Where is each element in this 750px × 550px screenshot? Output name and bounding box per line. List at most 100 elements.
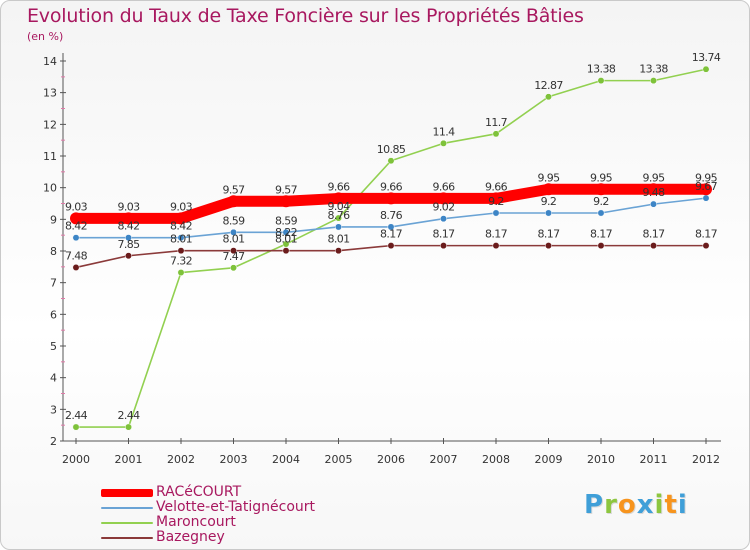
data-point-maroncourt bbox=[597, 77, 605, 85]
data-point-maroncourt bbox=[545, 93, 552, 101]
data-label-bazegney: 8.17 bbox=[590, 228, 613, 241]
data-label-bazegney: 8.17 bbox=[432, 228, 455, 241]
chart-title: Evolution du Taux de Taxe Foncière sur l… bbox=[27, 5, 584, 27]
data-point-bazegney bbox=[72, 264, 80, 271]
data-label-maroncourt: 12.87 bbox=[534, 79, 563, 92]
data-label-bazegney: 8.01 bbox=[327, 233, 349, 246]
y-tick-label: 9 bbox=[50, 213, 57, 226]
logo-letter: o bbox=[617, 490, 637, 520]
axes: 2 3 4 5 6 7 8 9 10 11 12 13 14 2000 2001 2002 2003 2004 20… bbox=[43, 53, 721, 466]
data-point-velotte-et-tatign-court bbox=[230, 228, 237, 236]
logo-letter: x bbox=[636, 490, 655, 520]
logo-letter: r bbox=[604, 490, 618, 520]
x-tick-label: 2009 bbox=[535, 453, 563, 466]
logo-letter: i bbox=[654, 490, 665, 520]
data-label-maroncourt: 13.38 bbox=[587, 63, 616, 76]
data-point-bazegney bbox=[492, 242, 500, 250]
data-label-rac-court: 9.95 bbox=[695, 171, 718, 184]
x-tick-label: 2002 bbox=[167, 453, 195, 466]
data-point-rac-court bbox=[385, 192, 397, 205]
data-label-bazegney: 8.17 bbox=[695, 228, 718, 241]
y-tick-label: 6 bbox=[50, 308, 57, 321]
legend-item-bazegney: Bazegney bbox=[101, 530, 361, 545]
y-tick-label: 12 bbox=[43, 118, 57, 131]
data-label-velotte-et-tatign-court: 8.42 bbox=[117, 220, 139, 233]
data-point-rac-court bbox=[595, 183, 607, 196]
data-point-bazegney bbox=[702, 242, 710, 250]
x-tick-label: 2000 bbox=[62, 453, 90, 466]
legend-label-racecourt: RACéCOURT bbox=[156, 484, 242, 500]
data-label-maroncourt: 9.04 bbox=[327, 200, 350, 213]
data-label-velotte-et-tatign-court: 9.2 bbox=[593, 195, 609, 208]
logo-letter: i bbox=[677, 490, 688, 520]
data-point-velotte-et-tatign-court bbox=[650, 200, 657, 208]
data-label-rac-court: 9.95 bbox=[590, 171, 613, 184]
data-point-velotte-et-tatign-court bbox=[387, 223, 395, 231]
y-tick-label: 3 bbox=[50, 403, 57, 416]
data-point-bazegney bbox=[177, 247, 185, 255]
legend-item-maroncourt: Maroncourt bbox=[101, 515, 361, 530]
legend-item-velotte: Velotte-et-Tatignécourt bbox=[101, 500, 361, 515]
data-point-maroncourt bbox=[335, 214, 342, 222]
data-label-maroncourt: 7.32 bbox=[170, 255, 192, 268]
legend-swatch-maroncourt bbox=[101, 522, 153, 524]
data-label-bazegney: 8.01 bbox=[275, 233, 297, 246]
data-label-velotte-et-tatign-court: 8.76 bbox=[327, 209, 350, 222]
data-point-velotte-et-tatign-court bbox=[335, 223, 342, 231]
data-label-rac-court: 9.66 bbox=[432, 180, 455, 193]
data-point-maroncourt bbox=[492, 130, 500, 138]
x-tick-label: 2005 bbox=[325, 453, 353, 466]
x-tick-label: 2008 bbox=[482, 453, 510, 466]
data-label-maroncourt: 13.38 bbox=[639, 63, 668, 76]
series-markers bbox=[70, 65, 712, 431]
legend-item-racecourt: RACéCOURT bbox=[101, 485, 361, 500]
x-tick-label: 2003 bbox=[220, 453, 248, 466]
chart-subtitle: (en %) bbox=[27, 30, 64, 43]
data-labels: 2.44 2.44 7.32 7.47 8.22 9.04 10.85 11.4 11.7 12.… bbox=[65, 51, 721, 422]
data-label-velotte-et-tatign-court: 9.2 bbox=[488, 195, 504, 208]
data-point-bazegney bbox=[387, 242, 395, 250]
data-point-velotte-et-tatign-court bbox=[440, 215, 447, 223]
data-point-velotte-et-tatign-court bbox=[702, 194, 710, 202]
data-label-rac-court: 9.95 bbox=[537, 171, 560, 184]
data-label-rac-court: 9.57 bbox=[222, 183, 245, 196]
data-label-bazegney: 8.17 bbox=[537, 228, 560, 241]
data-label-rac-court: 9.66 bbox=[485, 180, 508, 193]
data-label-rac-court: 9.66 bbox=[327, 180, 350, 193]
data-label-maroncourt: 2.44 bbox=[117, 409, 140, 422]
data-label-velotte-et-tatign-court: 9.48 bbox=[642, 186, 665, 199]
data-label-rac-court: 9.03 bbox=[117, 200, 140, 213]
y-tick-label: 8 bbox=[50, 245, 57, 258]
y-tick-label: 11 bbox=[43, 150, 57, 163]
legend-swatch-velotte bbox=[101, 507, 153, 509]
data-point-velotte-et-tatign-court bbox=[545, 209, 552, 217]
data-point-maroncourt bbox=[72, 423, 80, 431]
data-label-velotte-et-tatign-court: 8.59 bbox=[222, 214, 245, 227]
y-tick-label: 13 bbox=[43, 87, 57, 100]
data-label-rac-court: 9.03 bbox=[170, 200, 193, 213]
y-tick-label: 10 bbox=[43, 182, 57, 195]
legend-label-velotte: Velotte-et-Tatignécourt bbox=[156, 499, 316, 515]
data-point-rac-court bbox=[490, 192, 502, 205]
data-label-rac-court: 9.57 bbox=[275, 183, 298, 196]
data-point-rac-court bbox=[437, 192, 450, 205]
data-point-maroncourt bbox=[387, 157, 395, 165]
data-point-bazegney bbox=[650, 242, 657, 250]
data-point-maroncourt bbox=[702, 65, 710, 73]
x-tick-label: 2004 bbox=[272, 453, 300, 466]
proxiti-logo: Proxiti bbox=[584, 490, 688, 520]
data-label-maroncourt: 10.85 bbox=[377, 143, 406, 156]
data-label-velotte-et-tatign-court: 9.02 bbox=[432, 201, 454, 214]
data-point-rac-court bbox=[647, 183, 660, 196]
data-label-rac-court: 9.66 bbox=[380, 180, 403, 193]
y-tick-label: 5 bbox=[50, 340, 57, 353]
data-label-bazegney: 8.17 bbox=[380, 228, 403, 241]
data-point-velotte-et-tatign-court bbox=[177, 234, 185, 242]
data-point-rac-court bbox=[122, 212, 135, 225]
data-point-rac-court bbox=[332, 192, 345, 205]
x-tick-label: 2012 bbox=[692, 453, 720, 466]
y-tick-label: 7 bbox=[50, 277, 57, 290]
data-label-velotte-et-tatign-court: 8.59 bbox=[275, 214, 298, 227]
data-label-bazegney: 8.17 bbox=[642, 228, 665, 241]
